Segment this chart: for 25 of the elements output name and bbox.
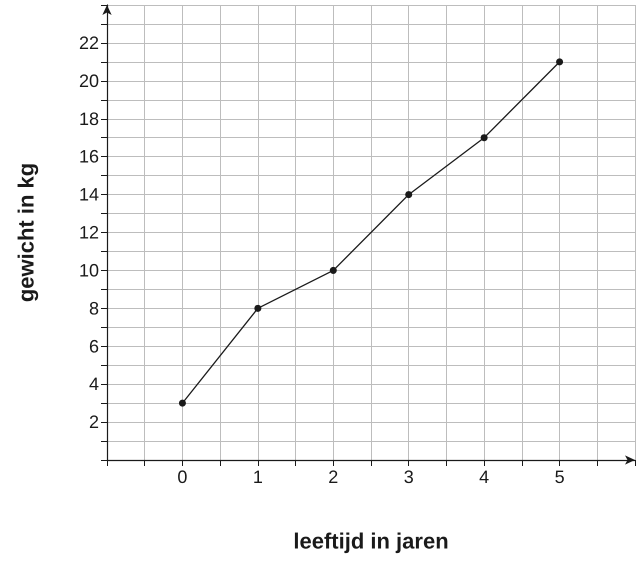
y-tick-label: 8 bbox=[88, 298, 99, 318]
x-tick-label: 5 bbox=[554, 467, 565, 487]
y-tick-label: 4 bbox=[88, 374, 99, 394]
y-axis-title: gewicht in kg bbox=[14, 162, 38, 302]
point bbox=[178, 400, 186, 407]
point bbox=[405, 191, 412, 198]
point bbox=[556, 58, 564, 66]
point bbox=[330, 266, 337, 274]
x-tick-label: 0 bbox=[177, 467, 188, 487]
y-tick-label: 6 bbox=[88, 336, 99, 356]
y-tick-label: 12 bbox=[78, 222, 99, 242]
point bbox=[254, 304, 262, 312]
x-tick-label: 3 bbox=[404, 467, 414, 487]
x-tick-label: 2 bbox=[328, 467, 338, 487]
y-tick-label: 20 bbox=[78, 70, 99, 91]
y-tick-label: 16 bbox=[78, 146, 99, 167]
x-axis-title: leeftijd in jaren bbox=[293, 528, 449, 554]
point bbox=[480, 134, 488, 142]
x-tick-label: 4 bbox=[479, 467, 490, 487]
y-tick-label: 18 bbox=[78, 108, 99, 129]
x-tick-label: 1 bbox=[252, 467, 263, 487]
y-tick-label: 22 bbox=[78, 32, 99, 53]
y-tick-label: 10 bbox=[78, 260, 99, 280]
y-tick-label: 14 bbox=[78, 184, 99, 205]
y-tick-label: 2 bbox=[88, 412, 99, 432]
